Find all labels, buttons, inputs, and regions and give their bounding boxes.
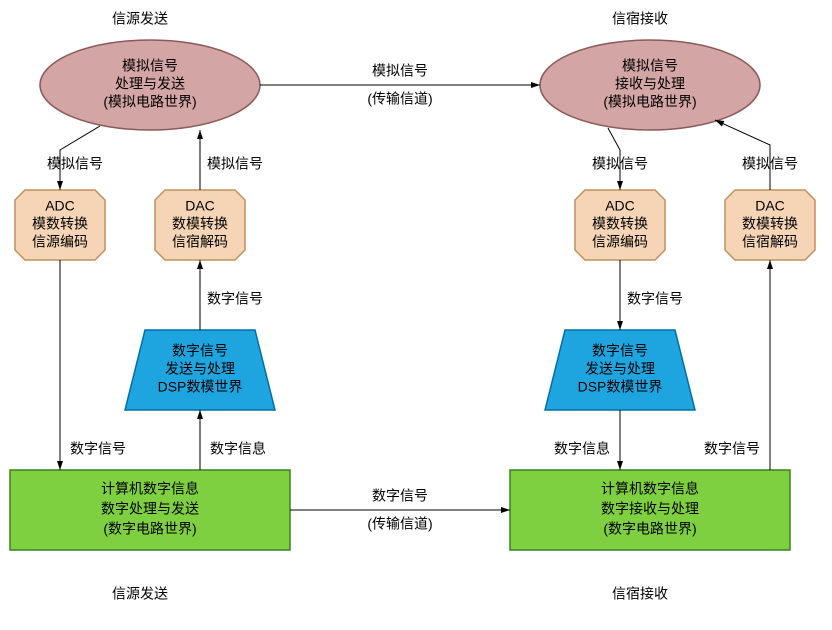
svg-text:数模转换: 数模转换 [742,216,798,232]
ellipse_left: 模拟信号处理与发送 (模拟电路世界) [40,40,260,130]
svg-text:数字信息: 数字信息 [554,441,610,457]
svg-text:DSP数模世界: DSP数模世界 [578,379,663,395]
svg-text:模数转换: 模数转换 [32,216,88,232]
edge-e5: 模拟信号 [592,128,648,190]
oct_adc_left: ADC 模数转换信源编码 [15,190,105,260]
svg-text:模拟信号: 模拟信号 [122,58,178,74]
edge-e2: 数字信号 (传输信道) [290,488,510,532]
svg-text:(模拟电路世界): (模拟电路世界) [603,94,696,110]
svg-text:数字信号: 数字信号 [372,488,428,504]
svg-text:信源编码: 信源编码 [592,234,648,250]
svg-text:(传输信道): (传输信道) [367,516,432,532]
edge-e1: 模拟信号 (传输信道) [260,63,540,107]
signal-flow-diagram: 信源发送信宿接收信源发送信宿接收模拟信号处理与发送(模拟电路世界)模拟信号接收与… [0,0,832,630]
svg-text:ADC: ADC [605,198,635,214]
title_left_bottom: 信源发送 [112,586,168,602]
svg-text:数模转换: 数模转换 [172,216,228,232]
svg-text:模拟信号: 模拟信号 [47,156,103,172]
svg-text:数字信号: 数字信号 [172,343,228,359]
svg-text:ADC: ADC [45,198,75,214]
svg-text:(数字电路世界): (数字电路世界) [603,521,696,537]
svg-text:DAC: DAC [755,198,785,214]
rect_left: 计算机数字信息数字处理与发送 (数字电路世界) [10,470,290,550]
trap_right: 数字信号发送与处理 DSP数模世界 [545,330,695,410]
svg-text:模拟信号: 模拟信号 [742,156,798,172]
svg-text:模数转换: 模数转换 [592,216,648,232]
edge-e9: 数字信号 [60,260,126,470]
svg-text:数字信号: 数字信号 [627,291,683,307]
rect_right: 计算机数字信息数字接收与处理 (数字电路世界) [510,470,790,550]
edge-e8: 数字信号 [620,260,683,330]
svg-text:接收与处理: 接收与处理 [615,76,685,92]
svg-text:数字信息: 数字信息 [210,441,266,457]
edge-e3: 模拟信号 [47,126,103,190]
edge-e10: 数字信息 [200,410,266,470]
oct_dac_right: DAC 数模转换信宿解码 [725,190,815,260]
svg-text:发送与处理: 发送与处理 [165,361,235,377]
edge-e7: 数字信号 [200,260,263,330]
edge-e11: 数字信息 [554,410,620,470]
ellipse_right: 模拟信号接收与处理 (模拟电路世界) [540,40,760,130]
svg-text:数字接收与处理: 数字接收与处理 [601,501,699,517]
svg-text:数字信号: 数字信号 [207,291,263,307]
oct_dac_left: DAC 数模转换信宿解码 [155,190,245,260]
svg-text:模拟信号: 模拟信号 [372,63,428,79]
svg-text:信源编码: 信源编码 [32,234,88,250]
svg-text:模拟信号: 模拟信号 [207,156,263,172]
svg-text:DSP数模世界: DSP数模世界 [158,379,243,395]
svg-text:模拟信号: 模拟信号 [622,58,678,74]
oct_adc_right: ADC 模数转换信源编码 [575,190,665,260]
svg-text:模拟信号: 模拟信号 [592,156,648,172]
svg-text:(模拟电路世界): (模拟电路世界) [103,94,196,110]
edge-e4: 模拟信号 [200,130,263,190]
svg-text:计算机数字信息: 计算机数字信息 [101,481,199,497]
title_right_top: 信宿接收 [612,11,668,27]
title_right_bottom: 信宿接收 [612,586,668,602]
svg-text:(数字电路世界): (数字电路世界) [103,521,196,537]
trap_left: 数字信号发送与处理 DSP数模世界 [125,330,275,410]
svg-text:数字信号: 数字信号 [592,343,648,359]
svg-text:数字处理与发送: 数字处理与发送 [101,501,199,517]
svg-text:信宿解码: 信宿解码 [742,234,798,250]
svg-text:信宿解码: 信宿解码 [172,234,228,250]
title_left_top: 信源发送 [112,11,168,27]
svg-text:(传输信道): (传输信道) [367,91,432,107]
svg-text:发送与处理: 发送与处理 [585,361,655,377]
edge-e12: 数字信号 [704,260,770,470]
svg-text:DAC: DAC [185,198,215,214]
svg-text:数字信号: 数字信号 [704,441,760,457]
edge-e6: 模拟信号 [715,120,798,190]
svg-text:数字信号: 数字信号 [70,441,126,457]
svg-text:计算机数字信息: 计算机数字信息 [601,481,699,497]
svg-text:处理与发送: 处理与发送 [115,76,185,92]
